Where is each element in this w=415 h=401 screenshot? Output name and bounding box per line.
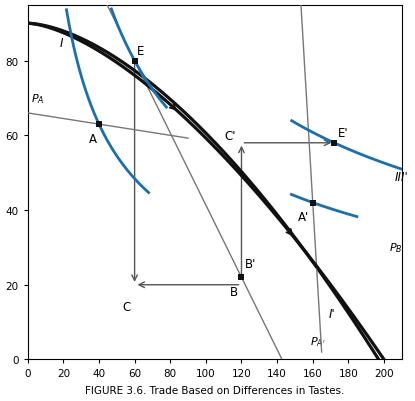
Text: C: C	[123, 300, 131, 313]
Text: III': III'	[395, 170, 408, 183]
Text: E: E	[137, 45, 144, 58]
Text: A': A'	[298, 211, 309, 223]
Text: I': I'	[329, 308, 336, 320]
Text: E': E'	[338, 127, 348, 140]
Text: $P_B$: $P_B$	[389, 241, 403, 255]
Text: $P_{A'}$: $P_{A'}$	[310, 334, 326, 348]
Text: C': C'	[225, 130, 236, 142]
Text: I: I	[60, 37, 63, 50]
Text: B': B'	[245, 257, 256, 270]
Text: B: B	[230, 285, 238, 298]
X-axis label: FIGURE 3.6. Trade Based on Differences in Tastes.: FIGURE 3.6. Trade Based on Differences i…	[85, 385, 344, 395]
Text: $P_A$: $P_A$	[31, 92, 45, 105]
Text: A: A	[89, 132, 97, 145]
